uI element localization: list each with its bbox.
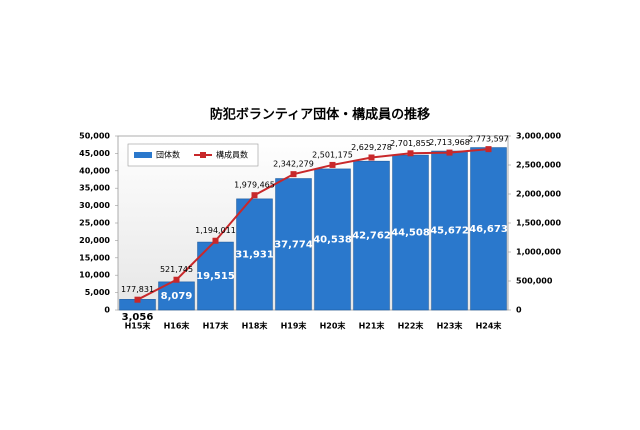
bar-value-label: 45,672	[430, 226, 469, 237]
bar	[392, 154, 429, 311]
line-value-label: 2,342,279	[273, 160, 314, 169]
line-value-label: 2,701,855	[390, 139, 431, 148]
legend-label: 団体数	[156, 150, 180, 160]
bar-value-label: 19,515	[196, 271, 235, 282]
y2-tick-label: 3,000,000	[516, 132, 561, 141]
y-tick-label: 5,000	[85, 288, 111, 297]
y-tick-label: 25,000	[79, 219, 110, 228]
line-value-label: 2,773,597	[468, 135, 509, 144]
line-marker	[134, 296, 141, 303]
line-marker	[446, 149, 453, 156]
y-tick-label: 10,000	[79, 271, 110, 280]
y-tick-label: 40,000	[79, 166, 110, 175]
line-value-label: 177,831	[121, 285, 154, 294]
line-marker	[290, 171, 297, 178]
line-marker	[407, 150, 414, 157]
y2-tick-label: 0	[516, 306, 522, 315]
x-tick-label: H18末	[242, 321, 268, 331]
y2-tick-label: 1,500,000	[516, 219, 561, 228]
y-tick-label: 15,000	[79, 253, 110, 262]
line-marker	[212, 237, 219, 244]
y-tick-label: 45,000	[79, 149, 110, 158]
legend-swatch	[200, 152, 206, 158]
line-value-label: 2,629,278	[351, 143, 392, 152]
bar	[275, 178, 312, 311]
x-tick-label: H17末	[203, 321, 229, 331]
bar	[353, 160, 390, 311]
y-tick-label: 0	[104, 306, 110, 315]
bar-value-label: 42,762	[352, 231, 391, 242]
y-tick-label: 50,000	[79, 132, 110, 141]
line-marker	[368, 154, 375, 161]
x-tick-label: H23末	[437, 321, 463, 331]
bar	[470, 147, 507, 311]
line-value-label: 521,745	[160, 265, 193, 274]
bar-value-label: 3,056	[122, 312, 154, 323]
y2-tick-label: 500,000	[516, 277, 553, 286]
x-tick-label: H19末	[281, 321, 307, 331]
bar-value-label: 8,079	[161, 291, 193, 302]
x-tick-label: H20末	[320, 321, 346, 331]
y2-tick-label: 2,000,000	[516, 190, 561, 199]
legend-label: 構成員数	[216, 150, 248, 160]
bar-value-label: 44,508	[391, 228, 430, 239]
x-tick-label: H16末	[164, 321, 190, 331]
bar	[236, 198, 273, 311]
x-tick-label: H24末	[476, 321, 502, 331]
x-tick-label: H22末	[398, 321, 424, 331]
y-tick-label: 30,000	[79, 201, 110, 210]
y-tick-label: 35,000	[79, 184, 110, 193]
line-marker	[173, 276, 180, 283]
line-value-label: 1,979,465	[234, 181, 275, 190]
line-marker	[251, 192, 258, 199]
line-value-label: 1,194,011	[195, 226, 236, 235]
chart-title: 防犯ボランティア団体・構成員の推移	[210, 107, 430, 123]
bar-value-label: 46,673	[469, 224, 508, 235]
x-tick-label: H15末	[125, 321, 151, 331]
legend-box	[127, 143, 259, 167]
line-marker	[485, 146, 492, 153]
bar-value-label: 31,931	[235, 249, 274, 260]
line-value-label: 2,501,175	[312, 150, 353, 159]
bar	[431, 150, 468, 311]
line-value-label: 2,713,968	[429, 138, 470, 147]
bar	[314, 168, 351, 311]
line-marker	[329, 161, 336, 168]
y2-tick-label: 2,500,000	[516, 161, 561, 170]
bar-value-label: 37,774	[274, 239, 313, 250]
legend-swatch	[134, 152, 152, 158]
line	[137, 148, 489, 301]
x-tick-label: H21末	[359, 321, 385, 331]
y-tick-label: 20,000	[79, 236, 110, 245]
y2-tick-label: 1,000,000	[516, 248, 561, 257]
bar-value-label: 40,538	[313, 234, 352, 245]
